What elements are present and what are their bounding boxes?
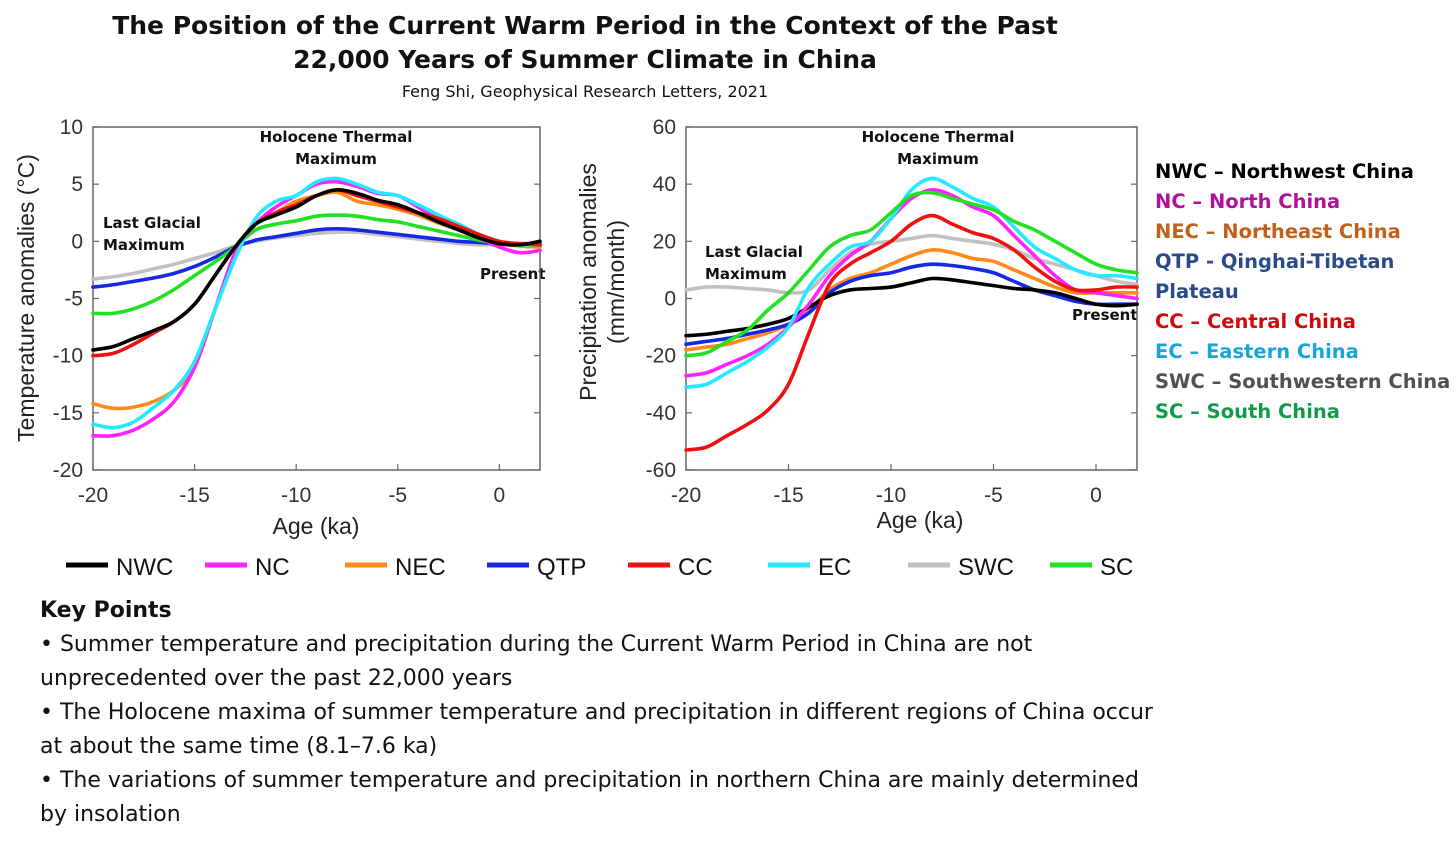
y-tick-label: 0 <box>71 230 83 253</box>
region-legend: NWC – Northwest China NC – North China NEC… <box>1155 160 1450 423</box>
key-point-item: • The variations of summer temperature a… <box>40 768 1139 827</box>
series-line-nwc <box>91 188 542 352</box>
x-tick-label: -15 <box>773 484 803 507</box>
region-legend-item: Plateau <box>1155 280 1239 303</box>
region-legend-item: NWC – Northwest China <box>1155 160 1414 183</box>
series-line-swc <box>91 230 542 281</box>
y-tick-label: -15 <box>53 402 83 425</box>
series-line-swc <box>684 233 1139 295</box>
annotation-htm-line2: Maximum <box>295 150 377 168</box>
y-tick-label: 40 <box>653 173 676 196</box>
series-line-nec <box>684 248 1139 352</box>
y-tick-label: 5 <box>71 173 83 196</box>
series-line-qtp <box>91 226 542 289</box>
series-line-nc <box>684 188 1139 378</box>
legend-item-nwc: NWC <box>66 554 173 581</box>
annotation-htm-line2: Maximum <box>897 150 979 168</box>
region-legend-item: NEC – Northeast China <box>1155 220 1401 243</box>
series-line-cc <box>684 213 1139 452</box>
y-tick-label: 0 <box>664 288 676 311</box>
annotation-present: Present <box>1072 306 1138 324</box>
series-line-qtp <box>684 262 1139 347</box>
region-legend-item: NC – North China <box>1155 190 1340 213</box>
precipitation-chart: Age (ka) Precipitation anomalies (mm/mon… <box>575 116 1139 533</box>
region-legend-item: CC – Central China <box>1155 310 1356 333</box>
x-tick-label: -10 <box>876 484 906 507</box>
temperature-chart: Age (ka) Temperature anomalies (°C) Holo… <box>13 116 546 539</box>
figure-subtitle: Feng Shi, Geophysical Research Letters, … <box>402 82 768 101</box>
series-line-nwc <box>684 276 1139 338</box>
figure-title-line1: The Position of the Current Warm Period … <box>112 11 1058 40</box>
y-axis-label-line1: Precipitation anomalies <box>575 163 601 401</box>
y-axis-label-line2: (mm/month) <box>603 220 629 344</box>
key-point-item: • The Holocene maxima of summer temperat… <box>40 700 1153 759</box>
region-legend-item: EC – Eastern China <box>1155 340 1359 363</box>
region-legend-item: SC – South China <box>1155 400 1340 423</box>
region-legend-item: SWC – Southwestern China <box>1155 370 1450 393</box>
series-line-sc <box>91 213 542 316</box>
annotation-present: Present <box>480 265 546 283</box>
legend-label: QTP <box>537 554 586 581</box>
legend-label: NEC <box>395 554 446 581</box>
y-tick-label: 20 <box>653 230 676 253</box>
key-points: Key Points • Summer temperature and prec… <box>40 594 1160 832</box>
y-axis-label: Temperature anomalies (°C) <box>13 154 39 442</box>
legend-item-cc: CC <box>628 554 713 581</box>
x-tick-label: -20 <box>78 484 108 507</box>
y-tick-label: -60 <box>646 459 676 482</box>
key-point-item: • Summer temperature and precipitation d… <box>40 632 1033 691</box>
legend-item-swc: SWC <box>908 554 1014 581</box>
region-legend-item: QTP - Qinghai-Tibetan <box>1155 250 1394 273</box>
legend-item-nec: NEC <box>345 554 446 581</box>
x-tick-label: 0 <box>1090 484 1102 507</box>
legend-label: EC <box>818 554 851 581</box>
annotation-lgm-line1: Last Glacial <box>705 243 803 261</box>
legend-label: CC <box>678 554 713 581</box>
key-points-heading: Key Points <box>40 598 172 623</box>
x-axis-label: Age (ka) <box>877 507 964 533</box>
y-tick-label: 60 <box>653 116 676 139</box>
x-tick-label: -10 <box>281 484 311 507</box>
legend-item-qtp: QTP <box>487 554 586 581</box>
figure-title-line2: 22,000 Years of Summer Climate in China <box>293 45 877 74</box>
legend-label: SC <box>1100 554 1133 581</box>
legend-item-ec: EC <box>768 554 851 581</box>
annotation-lgm-line2: Maximum <box>103 236 185 254</box>
x-tick-label: 0 <box>494 484 506 507</box>
series-line-ec <box>684 176 1139 389</box>
x-tick-label: -5 <box>388 484 407 507</box>
annotation-lgm-line2: Maximum <box>705 265 787 283</box>
legend-item-nc: NC <box>205 554 290 581</box>
y-tick-label: -10 <box>53 345 83 368</box>
annotation-lgm-line1: Last Glacial <box>103 214 201 232</box>
y-tick-label: 10 <box>60 116 83 139</box>
legend-label: NC <box>255 554 290 581</box>
legend-label: SWC <box>958 554 1014 581</box>
series-line-sc <box>684 190 1139 358</box>
annotation-htm-line1: Holocene Thermal <box>260 128 413 146</box>
y-tick-label: -40 <box>646 402 676 425</box>
x-axis-label: Age (ka) <box>273 513 360 539</box>
y-tick-label: -5 <box>64 288 83 311</box>
series-legend: NWC NC NEC QTP CC EC SWC SC <box>66 554 1133 581</box>
x-tick-label: -20 <box>671 484 701 507</box>
legend-label: NWC <box>116 554 173 581</box>
x-tick-label: -15 <box>179 484 209 507</box>
annotation-htm-line1: Holocene Thermal <box>862 128 1015 146</box>
legend-item-sc: SC <box>1050 554 1133 581</box>
y-tick-label: -20 <box>646 345 676 368</box>
x-tick-label: -5 <box>984 484 1003 507</box>
y-tick-label: -20 <box>53 459 83 482</box>
